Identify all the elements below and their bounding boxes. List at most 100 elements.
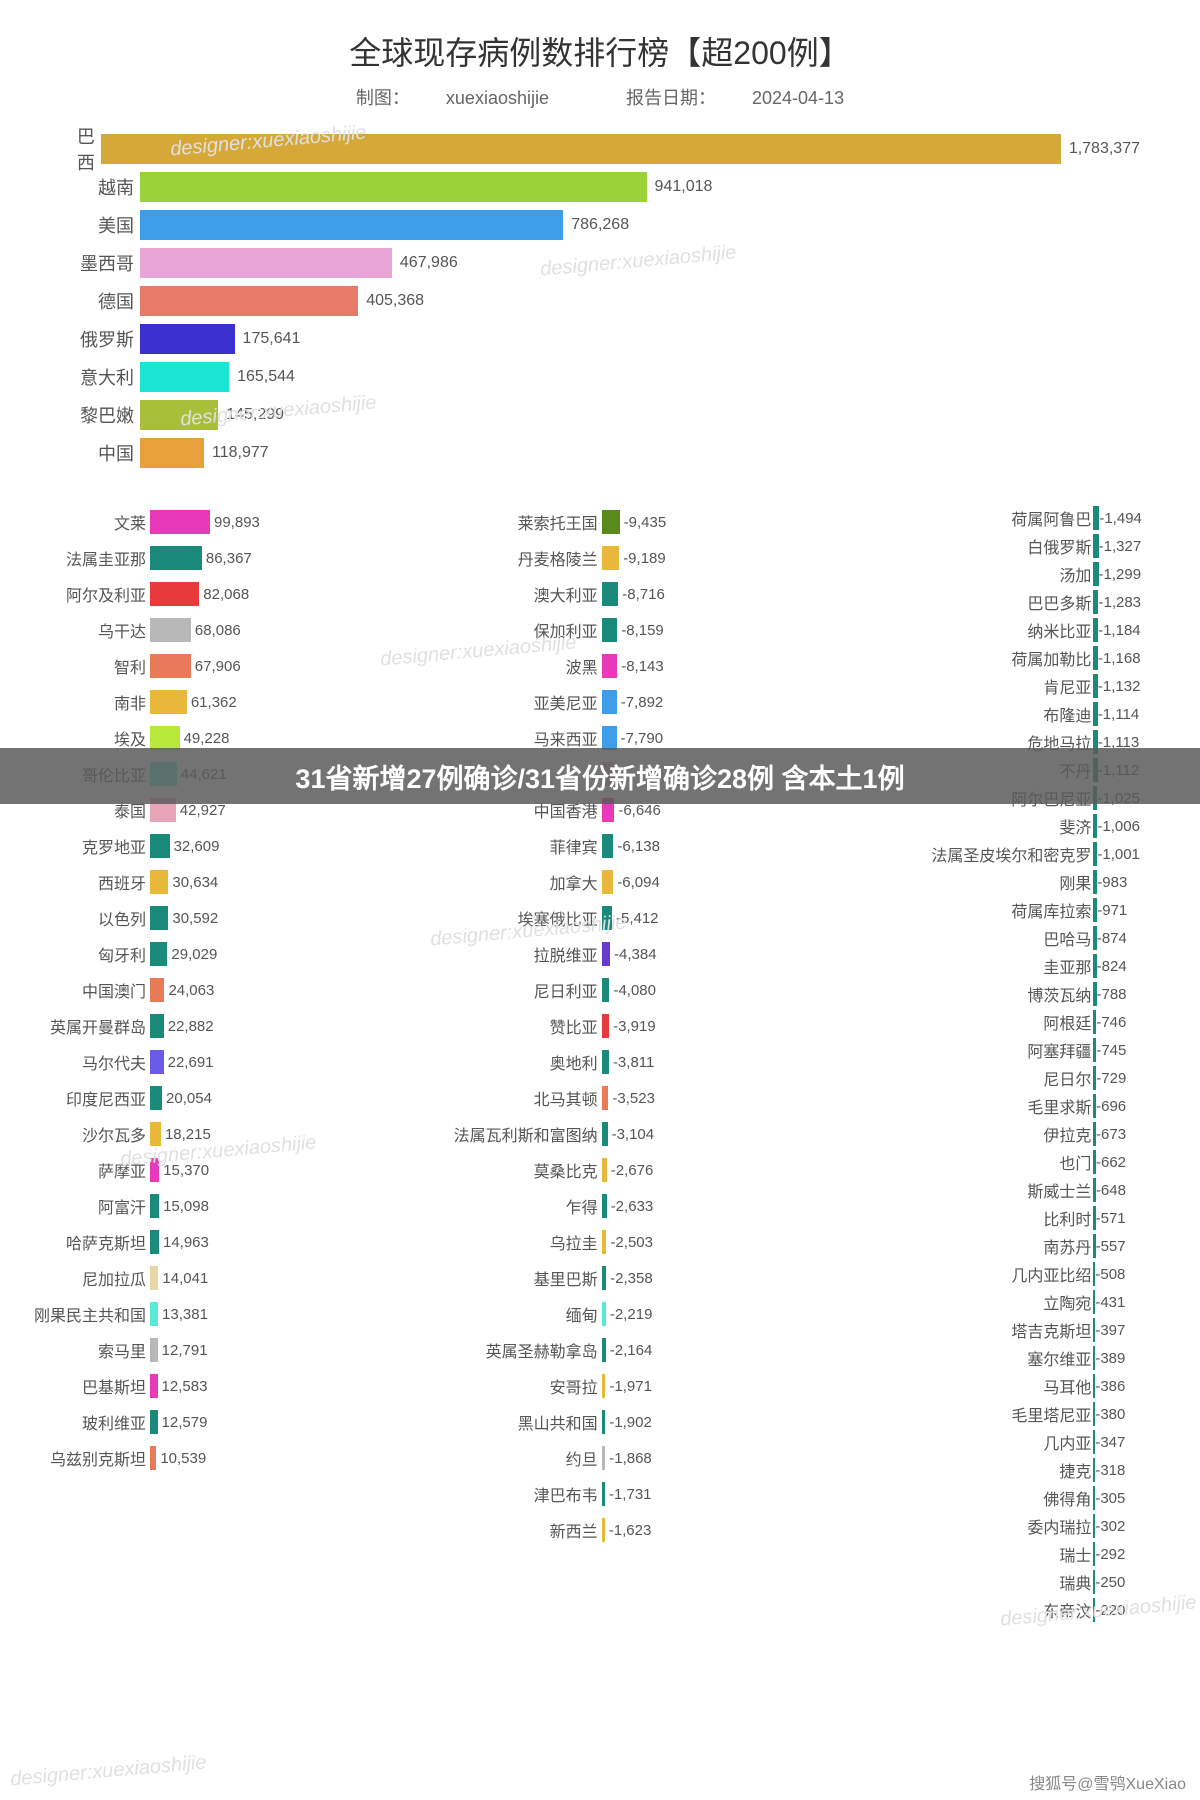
small-bar-row: 尼加拉瓜14,041 <box>20 1260 407 1296</box>
bar <box>140 248 392 278</box>
small-bar-row: 塔吉克斯坦-397 <box>793 1316 1180 1344</box>
bar-value: 22,691 <box>164 1054 214 1071</box>
small-bar-row: 荷属阿鲁巴-1,494 <box>793 504 1180 532</box>
bar-value: -220 <box>1095 1602 1125 1619</box>
bar-label: 基里巴斯 <box>407 1266 602 1290</box>
bar-value: -2,503 <box>606 1234 653 1251</box>
bar-label: 阿塞拜疆 <box>793 1038 1093 1062</box>
small-bar-row: 布隆迪-1,114 <box>793 700 1180 728</box>
bar-label: 莱索托王国 <box>407 510 602 534</box>
small-bar-row: 法属瓦利斯和富图纳-3,104 <box>407 1116 794 1152</box>
bar-value: 467,986 <box>392 254 458 272</box>
small-bar-row: 匈牙利29,029 <box>20 936 407 972</box>
bar-label: 几内亚比绍 <box>793 1262 1093 1286</box>
bar-value: -746 <box>1096 1014 1126 1031</box>
bar-label: 安哥拉 <box>407 1374 602 1398</box>
bar-label: 巴巴多斯 <box>793 590 1093 614</box>
bar-label: 乌兹别克斯坦 <box>20 1446 150 1470</box>
small-bar-row: 巴基斯坦12,583 <box>20 1368 407 1404</box>
bar-label: 约旦 <box>407 1446 602 1470</box>
column-right: 荷属阿鲁巴-1,494白俄罗斯-1,327汤加-1,299巴巴多斯-1,283纳… <box>793 504 1180 1624</box>
bar-label: 肯尼亚 <box>793 674 1093 698</box>
small-bar-row: 索马里12,791 <box>20 1332 407 1368</box>
bar-label: 沙尔瓦多 <box>20 1122 150 1146</box>
bar-label: 中国澳门 <box>20 978 150 1002</box>
bar-value: 67,906 <box>191 658 241 675</box>
bar-label: 荷属库拉索 <box>793 898 1093 922</box>
bar <box>150 1302 158 1326</box>
bar-label: 玻利维亚 <box>20 1410 150 1434</box>
bar <box>140 400 218 430</box>
main-bar-row: 巴西1,783,377 <box>60 130 1140 168</box>
watermark: designer:xuexiaoshijie <box>9 1751 207 1791</box>
small-bar-row: 南非61,362 <box>20 684 407 720</box>
bar-label: 德国 <box>60 288 140 314</box>
bar <box>602 618 618 642</box>
bar-label: 埃及 <box>20 726 150 750</box>
bar-label: 乌干达 <box>20 618 150 642</box>
small-bar-row: 圭亚那-824 <box>793 952 1180 980</box>
bar <box>150 1338 158 1362</box>
bar-value: -673 <box>1096 1126 1126 1143</box>
small-bar-row: 新西兰-1,623 <box>407 1512 794 1548</box>
bar-value: -508 <box>1095 1266 1125 1283</box>
bar <box>140 438 204 468</box>
small-bar-row: 沙尔瓦多18,215 <box>20 1116 407 1152</box>
bar-value: 15,370 <box>159 1162 209 1179</box>
bar-label: 佛得角 <box>793 1486 1093 1510</box>
small-bar-row: 以色列30,592 <box>20 900 407 936</box>
overlay-banner: 31省新增27例确诊/31省份新增确诊28例 含本土1例 <box>0 748 1200 804</box>
bar-label: 伊拉克 <box>793 1122 1093 1146</box>
small-bar-row: 安哥拉-1,971 <box>407 1368 794 1404</box>
bar-value: 165,544 <box>229 368 295 386</box>
small-bar-row: 莫桑比克-2,676 <box>407 1152 794 1188</box>
bar-label: 丹麦格陵兰 <box>407 546 602 570</box>
bar-value: -1,299 <box>1099 566 1142 583</box>
bar-value: -8,159 <box>617 622 664 639</box>
bar <box>602 1014 609 1038</box>
bar-value: 941,018 <box>647 178 713 196</box>
small-bar-row: 西班牙30,634 <box>20 864 407 900</box>
bar-value: 1,783,377 <box>1061 140 1140 158</box>
main-bar-row: 中国118,977 <box>60 434 1140 472</box>
bar-label: 马来西亚 <box>407 726 602 750</box>
bar-label: 尼加拉瓜 <box>20 1266 150 1290</box>
bar-label: 缅甸 <box>407 1302 602 1326</box>
bar <box>150 1158 159 1182</box>
bar-value: 22,882 <box>164 1018 214 1035</box>
bar-value: -971 <box>1097 902 1127 919</box>
main-bar-chart: 巴西1,783,377越南941,018美国786,268墨西哥467,986德… <box>60 130 1140 472</box>
bar-label: 赞比亚 <box>407 1014 602 1038</box>
bar <box>140 172 647 202</box>
bar-value: -347 <box>1095 1434 1125 1451</box>
small-bar-row: 刚果-983 <box>793 868 1180 896</box>
small-bar-row: 纳米比亚-1,184 <box>793 616 1180 644</box>
bar-value: -7,790 <box>617 730 664 747</box>
bar-label: 南苏丹 <box>793 1234 1093 1258</box>
bar-value: -386 <box>1095 1378 1125 1395</box>
bar-value: -2,164 <box>606 1342 653 1359</box>
bar-label: 墨西哥 <box>60 250 140 276</box>
bar-value: -1,327 <box>1099 538 1142 555</box>
small-bar-row: 南苏丹-557 <box>793 1232 1180 1260</box>
main-bar-row: 黎巴嫩145,299 <box>60 396 1140 434</box>
bar-label: 菲律宾 <box>407 834 602 858</box>
small-bar-row: 巴哈马-874 <box>793 924 1180 952</box>
bar-label: 萨摩亚 <box>20 1158 150 1182</box>
bar-label: 加拿大 <box>407 870 602 894</box>
bar-value: 99,893 <box>210 514 260 531</box>
bar-value: -431 <box>1095 1294 1125 1311</box>
bar-label: 黑山共和国 <box>407 1410 602 1434</box>
small-bar-row: 斯威士兰-648 <box>793 1176 1180 1204</box>
bar-value: -6,138 <box>613 838 660 855</box>
footer-source: 搜狐号@雪鸮XueXiao <box>1029 1770 1186 1794</box>
small-bar-row: 委内瑞拉-302 <box>793 1512 1180 1540</box>
small-bar-row: 刚果民主共和国13,381 <box>20 1296 407 1332</box>
bar-value: -745 <box>1096 1042 1126 1059</box>
small-bar-row: 马耳他-386 <box>793 1372 1180 1400</box>
bar-value: -1,971 <box>605 1378 652 1395</box>
bar-label: 以色列 <box>20 906 150 930</box>
bar-label: 瑞士 <box>793 1542 1093 1566</box>
bar-label: 阿尔及利亚 <box>20 582 150 606</box>
bar-label: 汤加 <box>793 562 1093 586</box>
